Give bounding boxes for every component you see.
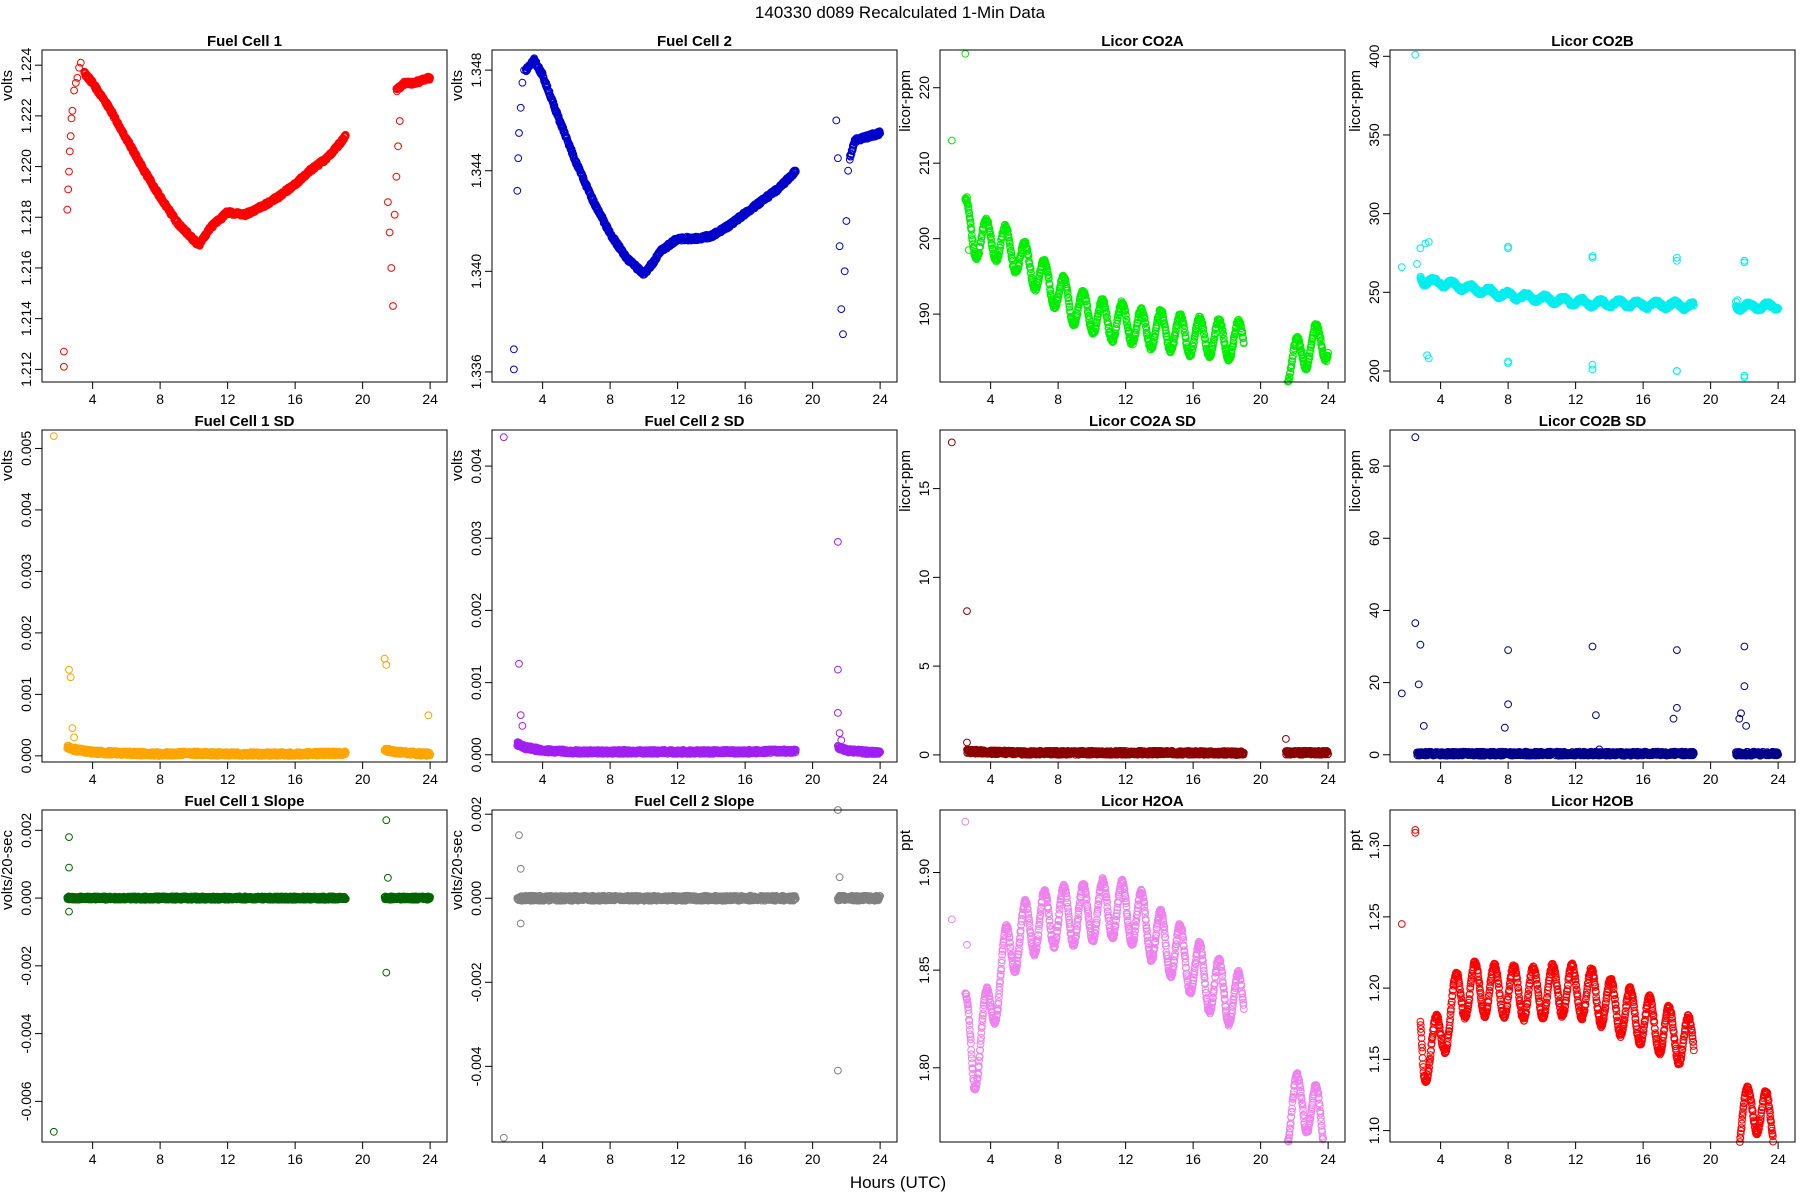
y-tick-label: 1.212 <box>18 352 34 387</box>
x-tick-label: 12 <box>1118 391 1134 407</box>
y-axis-label: volts <box>449 70 466 101</box>
x-tick-label: 4 <box>1437 391 1445 407</box>
x-tick-label: 8 <box>156 391 164 407</box>
x-tick-label: 12 <box>220 391 236 407</box>
y-tick-label: 1.216 <box>18 250 34 285</box>
x-tick-label: 16 <box>1635 391 1651 407</box>
y-tick-label: 200 <box>916 227 932 251</box>
x-tick-label: 20 <box>805 391 821 407</box>
panel-title: Licor CO2A <box>1101 33 1184 50</box>
x-tick-label: 24 <box>1770 391 1786 407</box>
panel-title: Licor CO2B <box>1551 33 1634 50</box>
y-tick-label: 1.348 <box>468 52 484 87</box>
y-tick-label: 210 <box>916 151 932 175</box>
x-tick-label: 24 <box>422 391 438 407</box>
x-tick-label: 8 <box>606 391 614 407</box>
x-tick-label: 12 <box>1568 391 1584 407</box>
y-tick-label: 1.222 <box>18 98 34 133</box>
panel-title: Fuel Cell 1 SD <box>194 413 294 430</box>
x-tick-label: 16 <box>287 391 303 407</box>
x-tick-label: 4 <box>89 391 97 407</box>
y-tick-label: 350 <box>1366 123 1382 147</box>
y-tick-label: 1.218 <box>18 200 34 235</box>
figure-title: 140330 d089 Recalculated 1-Min Data <box>755 3 1046 22</box>
y-tick-label: 250 <box>1366 280 1382 304</box>
y-axis-label: volts <box>0 70 16 101</box>
x-tick-label: 20 <box>1253 391 1269 407</box>
panel-title: Fuel Cell 2 <box>657 33 732 50</box>
y-tick-label: 200 <box>1366 359 1382 383</box>
y-tick-label: 300 <box>1366 202 1382 226</box>
panel-grid: Fuel Cell 1 volts 4 8 12 16 20 24 1.212 1.214 1.21… <box>0 33 1796 1167</box>
x-tick-label: 20 <box>1703 391 1719 407</box>
x-tick-label: 8 <box>1054 391 1062 407</box>
x-tick-label: 24 <box>872 391 888 407</box>
y-tick-label: 1.224 <box>18 47 34 82</box>
x-tick-label: 4 <box>987 391 995 407</box>
figure-xlabel: Hours (UTC) <box>850 1173 946 1192</box>
y-tick-label: 1.214 <box>18 301 34 336</box>
y-tick-label: 1.220 <box>18 149 34 184</box>
x-tick-label: 16 <box>737 391 753 407</box>
y-axis-label: licor-ppm <box>1347 70 1364 132</box>
x-tick-label: 8 <box>1504 391 1512 407</box>
y-tick-label: 1.336 <box>468 354 484 389</box>
y-tick-label: 220 <box>916 76 932 100</box>
y-tick-label: 190 <box>916 302 932 326</box>
y-tick-label: 1.344 <box>468 153 484 188</box>
panel-title: Fuel Cell 1 <box>207 33 282 50</box>
x-tick-label: 16 <box>1185 391 1201 407</box>
y-tick-label: 1.340 <box>468 254 484 289</box>
data-points <box>60 58 435 371</box>
y-axis-label: volts <box>0 450 16 481</box>
y-axis-label: licor-ppm <box>897 70 914 132</box>
x-tick-label: 24 <box>1320 391 1336 407</box>
x-tick-label: 12 <box>670 391 686 407</box>
panel-1: Fuel Cell 1 volts 4 8 12 16 20 24 1.212 1.214 1.21… <box>0 33 448 407</box>
x-tick-label: 4 <box>539 391 547 407</box>
x-tick-label: 20 <box>355 391 371 407</box>
y-tick-label: 400 <box>1366 44 1382 68</box>
